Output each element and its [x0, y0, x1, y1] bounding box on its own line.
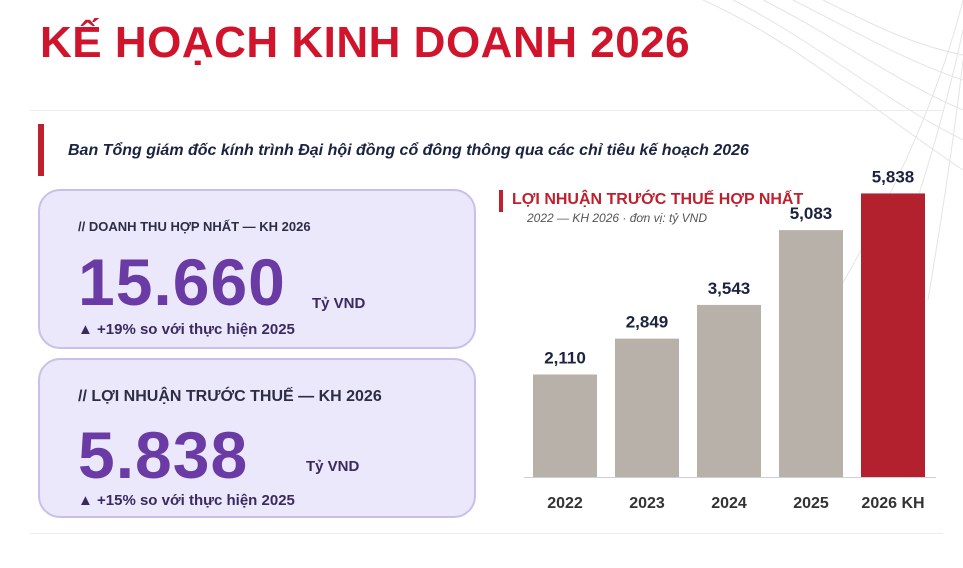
x-tick-label: 2025 [793, 495, 829, 512]
chart-subtitle: 2022 — KH 2026 · đơn vị: tỷ VND [527, 211, 707, 225]
revenue-kpi-value: 15.660 [78, 245, 286, 319]
revenue-kpi-card: // DOANH THU HỢP NHẤT — KH 2026 15.660 T… [38, 189, 476, 349]
data-label: 3,543 [708, 279, 751, 298]
x-tick-label: 2024 [711, 495, 747, 512]
header-divider [30, 110, 943, 111]
revenue-kpi-label: // DOANH THU HỢP NHẤT — KH 2026 [78, 219, 311, 234]
x-tick-label: 2023 [629, 495, 665, 512]
bar-2024 [697, 304, 761, 477]
chart-title: LỢI NHUẬN TRƯỚC THUẾ HỢP NHẤT [512, 191, 804, 208]
bar-2022 [533, 374, 597, 477]
profit-kpi-unit: Tỷ VND [306, 458, 360, 475]
page-title: KẾ HOẠCH KINH DOANH 2026 [40, 18, 691, 67]
revenue-kpi-change: ▲ +19% so với thực hiện 2025 [78, 321, 295, 338]
decorative-curves [702, 0, 963, 300]
data-label: 5,083 [790, 204, 833, 223]
data-label: 2,849 [626, 313, 669, 332]
subtitle-accent-bar [38, 124, 44, 176]
page-subtitle: Ban Tổng giám đốc kính trình Đại hội đồn… [68, 142, 749, 159]
bar-2026-kh [861, 193, 925, 477]
data-label: 5,838 [872, 167, 915, 186]
chart-accent-bar [499, 190, 503, 212]
profit-kpi-label: // LỢI NHUẬN TRƯỚC THUẾ — KH 2026 [78, 388, 382, 405]
bar-2025 [779, 230, 843, 477]
x-tick-label: 2022 [547, 495, 583, 512]
profit-kpi-change: ▲ +15% so với thực hiện 2025 [78, 492, 295, 509]
revenue-kpi-unit: Tỷ VND [312, 295, 366, 312]
profit-kpi-card: // LỢI NHUẬN TRƯỚC THUẾ — KH 2026 5.838 … [38, 358, 476, 518]
bar-2023 [615, 338, 679, 477]
x-tick-label: 2026 KH [861, 495, 924, 512]
data-label: 2,110 [544, 349, 586, 368]
footer-divider [30, 533, 943, 534]
profit-kpi-value: 5.838 [78, 418, 249, 492]
